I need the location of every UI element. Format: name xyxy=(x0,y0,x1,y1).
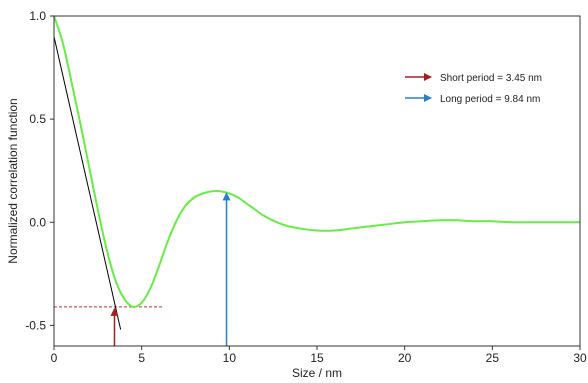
y-tick-label: 1.0 xyxy=(29,9,46,23)
x-tick-label: 25 xyxy=(486,351,500,365)
x-tick-label: 15 xyxy=(310,351,324,365)
x-axis-ticks: 0 5 10 15 20 25 30 xyxy=(51,346,587,365)
y-tick-label: -0.5 xyxy=(25,318,46,332)
x-tick-label: 10 xyxy=(223,351,237,365)
plot-frame xyxy=(53,15,581,347)
y-tick-label: 0.0 xyxy=(29,215,46,229)
plot-area xyxy=(53,15,580,346)
y-tick-label: 0.5 xyxy=(29,112,46,126)
x-axis-title: Size / nm xyxy=(292,366,342,380)
y-axis-ticks: 1.0 0.5 0.0 -0.5 xyxy=(25,9,54,332)
x-tick-label: 5 xyxy=(138,351,145,365)
tangent-line xyxy=(53,36,122,330)
y-axis-title: Normalized correlation function xyxy=(6,98,20,263)
x-tick-label: 0 xyxy=(51,351,58,365)
x-tick-label: 30 xyxy=(573,351,587,365)
correlation-curve-0 xyxy=(53,15,580,308)
legend: Short period = 3.45 nm Long period = 9.8… xyxy=(405,73,542,105)
legend-label-short-period: Short period = 3.45 nm xyxy=(440,73,542,84)
legend-label-long-period: Long period = 9.84 nm xyxy=(440,94,540,105)
x-tick-label: 20 xyxy=(398,351,412,365)
